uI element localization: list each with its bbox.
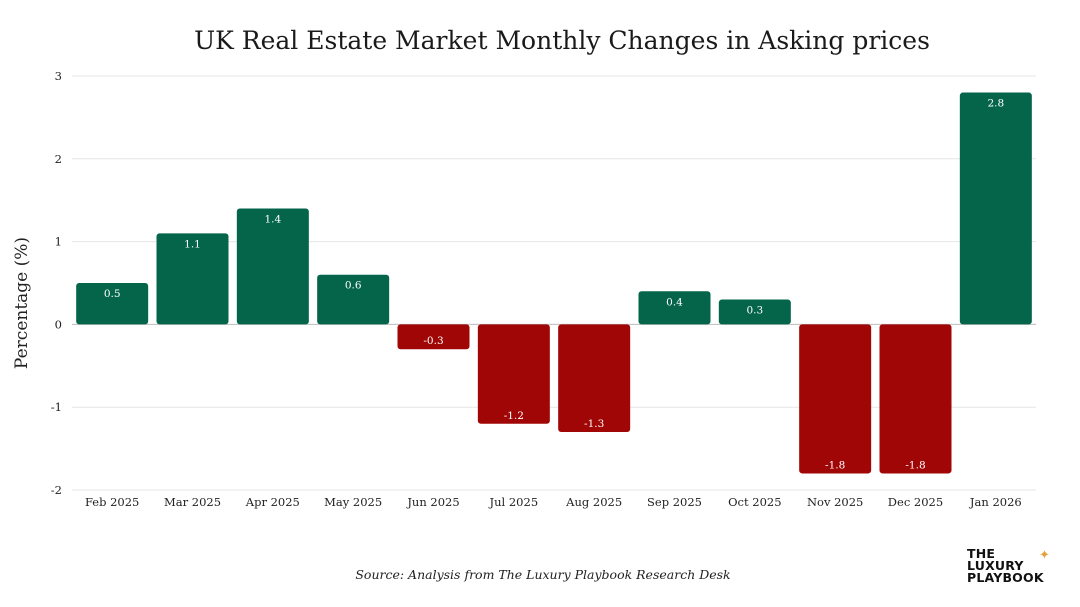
x-tick-label: Dec 2025 xyxy=(888,495,943,509)
x-tick-label: Feb 2025 xyxy=(85,495,139,509)
y-tick-label: -1 xyxy=(51,400,62,414)
chart-title: UK Real Estate Market Monthly Changes in… xyxy=(194,26,930,55)
data-label: 0.5 xyxy=(104,288,121,300)
brand-logo: THE LUXURY PLAYBOOK ✦ xyxy=(967,546,1067,588)
data-label: 0.6 xyxy=(345,280,362,292)
sparkle-icon: ✦ xyxy=(1039,547,1050,562)
data-label: -0.3 xyxy=(423,335,443,347)
bar xyxy=(558,324,631,433)
data-label: 2.8 xyxy=(987,98,1004,110)
data-label: 1.4 xyxy=(264,213,281,225)
bar xyxy=(799,324,872,474)
x-tick-label: Apr 2025 xyxy=(245,495,300,509)
x-tick-label: Jul 2025 xyxy=(489,495,539,509)
data-label: 0.4 xyxy=(666,296,683,308)
bar xyxy=(156,233,229,325)
y-tick-label: 2 xyxy=(55,152,62,166)
x-tick-label: Jan 2026 xyxy=(969,495,1022,509)
logo-line-1: THE xyxy=(967,546,996,561)
bar xyxy=(76,283,149,325)
bar xyxy=(397,324,470,350)
y-tick-label: -2 xyxy=(51,483,62,497)
y-axis-label: Percentage (%) xyxy=(12,237,32,369)
x-tick-label: Oct 2025 xyxy=(728,495,781,509)
bar xyxy=(317,274,390,325)
x-tick-label: Jun 2025 xyxy=(406,495,459,509)
bar xyxy=(959,92,1032,325)
bar xyxy=(236,208,309,325)
x-tick-label: May 2025 xyxy=(324,495,382,509)
x-tick-label: Mar 2025 xyxy=(164,495,221,509)
source-note: Source: Analysis from The Luxury Playboo… xyxy=(355,567,731,582)
data-label: -1.2 xyxy=(504,410,524,422)
data-label: 1.1 xyxy=(184,238,201,250)
x-tick-label: Sep 2025 xyxy=(647,495,702,509)
data-label: -1.8 xyxy=(905,459,925,471)
logo-line-2: LUXURY xyxy=(967,558,1024,573)
y-tick-label: 1 xyxy=(55,235,62,249)
data-label: -1.3 xyxy=(584,418,604,430)
bar xyxy=(638,291,711,325)
bar xyxy=(718,299,791,325)
data-label: 0.3 xyxy=(746,305,763,317)
y-tick-label: 0 xyxy=(55,317,62,331)
logo-line-3: PLAYBOOK xyxy=(967,570,1044,585)
bar xyxy=(477,324,550,424)
x-tick-label: Nov 2025 xyxy=(807,495,863,509)
x-tick-label: Aug 2025 xyxy=(565,495,622,509)
data-label: -1.8 xyxy=(825,459,845,471)
y-tick-label: 3 xyxy=(55,69,62,83)
bar xyxy=(879,324,952,474)
